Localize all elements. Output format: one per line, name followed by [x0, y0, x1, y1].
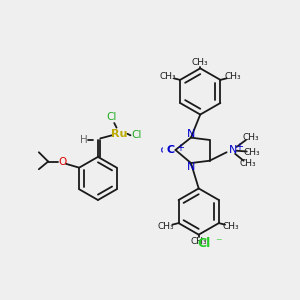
Text: H: H — [80, 135, 88, 145]
Text: CH₃: CH₃ — [224, 71, 241, 80]
Text: +: + — [176, 143, 184, 153]
Text: CH₃: CH₃ — [158, 223, 175, 232]
Text: CH₃: CH₃ — [244, 148, 260, 157]
Text: CH₃: CH₃ — [223, 223, 239, 232]
Text: C: C — [167, 145, 175, 155]
Text: CH₃: CH₃ — [192, 58, 208, 67]
Text: Ru: Ru — [112, 129, 128, 139]
Text: Cl: Cl — [197, 237, 211, 250]
Text: N: N — [187, 162, 195, 172]
Text: N: N — [187, 129, 195, 139]
Text: CH₃: CH₃ — [190, 237, 207, 246]
Text: Cl: Cl — [131, 130, 142, 140]
Text: ⁻: ⁻ — [215, 236, 221, 249]
Text: +: + — [235, 142, 243, 152]
Text: O: O — [58, 157, 66, 166]
Text: CH₃: CH₃ — [240, 159, 256, 168]
Text: Cl: Cl — [107, 112, 117, 122]
Text: CH₃: CH₃ — [159, 71, 176, 80]
Text: N: N — [229, 145, 237, 155]
Text: CH₃: CH₃ — [242, 133, 259, 142]
